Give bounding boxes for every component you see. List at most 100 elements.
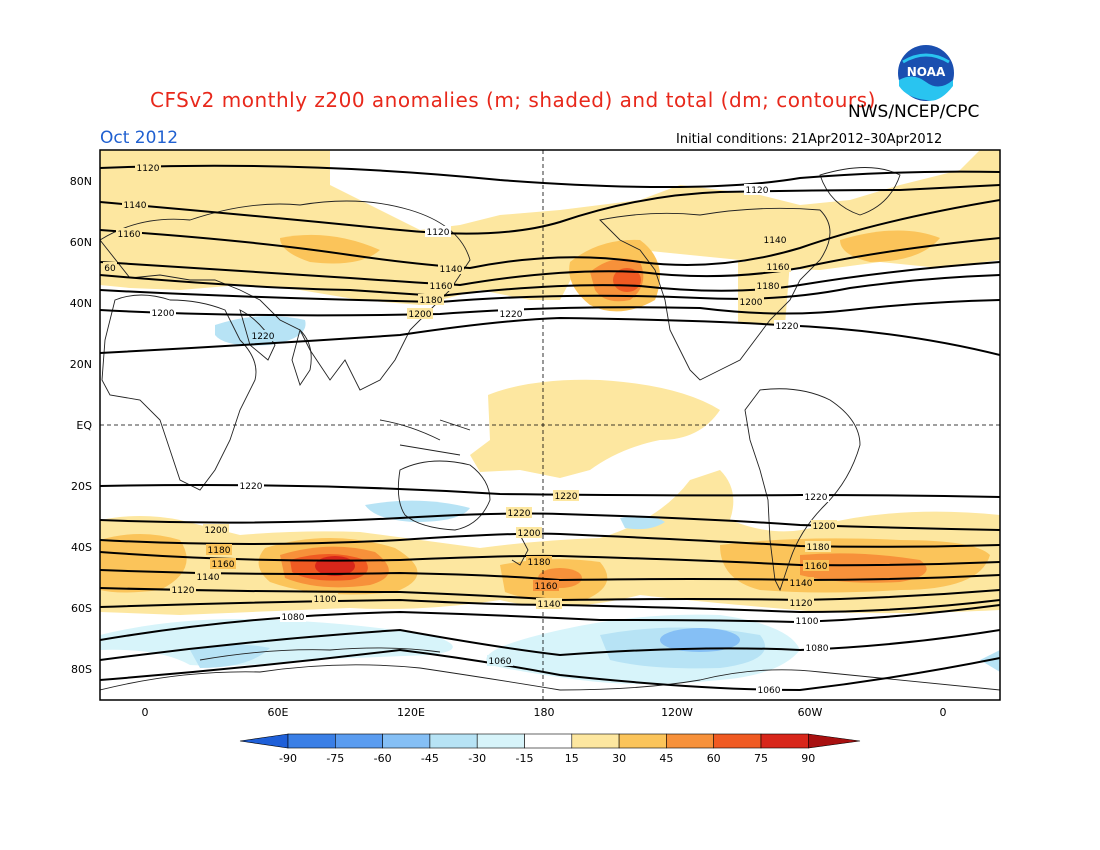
- contour-label: 1160: [210, 558, 236, 570]
- contour-label: 1120: [170, 584, 196, 596]
- contour-label: 1140: [762, 234, 788, 246]
- contour-label: 1180: [526, 556, 552, 568]
- contour-label: 1140: [536, 598, 562, 610]
- svg-text:1140: 1140: [197, 573, 220, 583]
- svg-text:1200: 1200: [518, 529, 541, 539]
- svg-text:1160: 1160: [212, 560, 235, 570]
- lon-label: 60W: [798, 706, 823, 719]
- svg-text:1060: 1060: [758, 686, 781, 696]
- svg-text:1180: 1180: [757, 282, 780, 292]
- colorbar-swatch: [334, 733, 383, 749]
- svg-text:1140: 1140: [538, 600, 561, 610]
- contour-label: 1200: [203, 524, 229, 536]
- contour-label: 1180: [805, 541, 831, 553]
- contour-label: 1160: [803, 560, 829, 572]
- contour-labels: 1120 1120 1120 1140 1140 1140 1160 1160 …: [103, 162, 837, 696]
- svg-text:60: 60: [104, 264, 116, 274]
- coastlines: [100, 167, 1000, 691]
- svg-text:1160: 1160: [805, 562, 828, 572]
- colorbar-label: -45: [421, 752, 439, 765]
- latitude-axis: 80N 60N 40N 20N EQ 20S 40S 60S 80S: [70, 175, 93, 676]
- contour-label: 1220: [498, 308, 524, 320]
- colorbar-swatch: [382, 733, 431, 749]
- colorbar-arrow-low: [239, 733, 289, 749]
- colorbar-label: -75: [326, 752, 344, 765]
- svg-text:1220: 1220: [805, 493, 828, 503]
- height-contours: [100, 164, 1000, 692]
- svg-text:1180: 1180: [807, 543, 830, 553]
- lat-label: EQ: [76, 419, 92, 432]
- map-title: CFSv2 monthly z200 anomalies (m; shaded)…: [150, 88, 876, 112]
- svg-text:1200: 1200: [152, 309, 175, 319]
- colorbar-swatch: [571, 733, 620, 749]
- svg-text:1180: 1180: [208, 546, 231, 556]
- colorbar-label: 75: [754, 752, 768, 765]
- contour-label: 1160: [765, 261, 791, 273]
- svg-text:1180: 1180: [528, 558, 551, 568]
- contour-label: 1220: [774, 320, 800, 332]
- contour-label: 1180: [206, 544, 232, 556]
- svg-text:1220: 1220: [776, 322, 799, 332]
- colorbar-label: 30: [612, 752, 626, 765]
- colorbar-label: 15: [565, 752, 579, 765]
- svg-text:1120: 1120: [137, 164, 160, 174]
- svg-text:1140: 1140: [124, 201, 147, 211]
- contour-label: 1200: [150, 307, 176, 319]
- month-label: Oct 2012: [100, 128, 179, 148]
- colorbar-swatch: [524, 733, 573, 749]
- svg-text:1120: 1120: [790, 599, 813, 609]
- svg-text:1080: 1080: [806, 644, 829, 654]
- colorbar-label: -90: [279, 752, 297, 765]
- contour-label: 1200: [738, 296, 764, 308]
- colorbar-swatch: [618, 733, 667, 749]
- svg-text:1100: 1100: [796, 617, 819, 627]
- map-panel: 1120 1120 1120 1140 1140 1140 1160 1160 …: [100, 150, 1000, 700]
- svg-text:1120: 1120: [746, 186, 769, 196]
- contour-label: 1220: [553, 490, 579, 502]
- svg-text:1180: 1180: [420, 296, 443, 306]
- colorbar-label: 60: [707, 752, 721, 765]
- contour-label: 1100: [794, 615, 820, 627]
- lat-label: 80N: [70, 175, 92, 188]
- colorbar-swatch: [713, 733, 762, 749]
- colorbar-label: -60: [374, 752, 392, 765]
- svg-text:1200: 1200: [409, 310, 432, 320]
- contour-label: 1160: [533, 580, 559, 592]
- svg-text:1140: 1140: [790, 579, 813, 589]
- contour-label: 1200: [516, 527, 542, 539]
- svg-text:1200: 1200: [813, 522, 836, 532]
- contour-label: 1220: [238, 480, 264, 492]
- svg-text:1160: 1160: [430, 282, 453, 292]
- svg-text:1220: 1220: [555, 492, 578, 502]
- svg-text:1160: 1160: [767, 263, 790, 273]
- lat-label: 40N: [70, 297, 92, 310]
- lat-label: 20S: [71, 480, 92, 493]
- contour-label: 1140: [195, 571, 221, 583]
- lat-label: 60N: [70, 236, 92, 249]
- contour-label: 1160: [116, 228, 142, 240]
- lon-label: 180: [534, 706, 555, 719]
- contour-label: 1200: [407, 308, 433, 320]
- colorbar-label: 90: [801, 752, 815, 765]
- map-frame: [99, 149, 1001, 701]
- contour-label: 1220: [250, 330, 276, 342]
- colorbar-swatch: [287, 733, 336, 749]
- svg-text:1160: 1160: [118, 230, 141, 240]
- lon-label: 60E: [268, 706, 289, 719]
- svg-text:1060: 1060: [489, 657, 512, 667]
- noaa-logo-icon: NOAA: [896, 43, 956, 103]
- contour-label: 1060: [487, 655, 513, 667]
- lat-label: 60S: [71, 602, 92, 615]
- svg-text:1120: 1120: [427, 228, 450, 238]
- lat-label: 80S: [71, 663, 92, 676]
- longitude-axis: 0 60E 120E 180 120W 60W 0: [142, 706, 947, 719]
- colorbar: -90 -75 -60 -45 -30 -15 15 30 45 60 75 90: [239, 733, 861, 765]
- contour-label: 1080: [804, 642, 830, 654]
- svg-text:1200: 1200: [740, 298, 763, 308]
- colorbar-swatch: [760, 733, 809, 749]
- svg-text:1140: 1140: [440, 265, 463, 275]
- contour-label: 1140: [122, 199, 148, 211]
- svg-text:1220: 1220: [508, 509, 531, 519]
- colorbar-swatch: [666, 733, 715, 749]
